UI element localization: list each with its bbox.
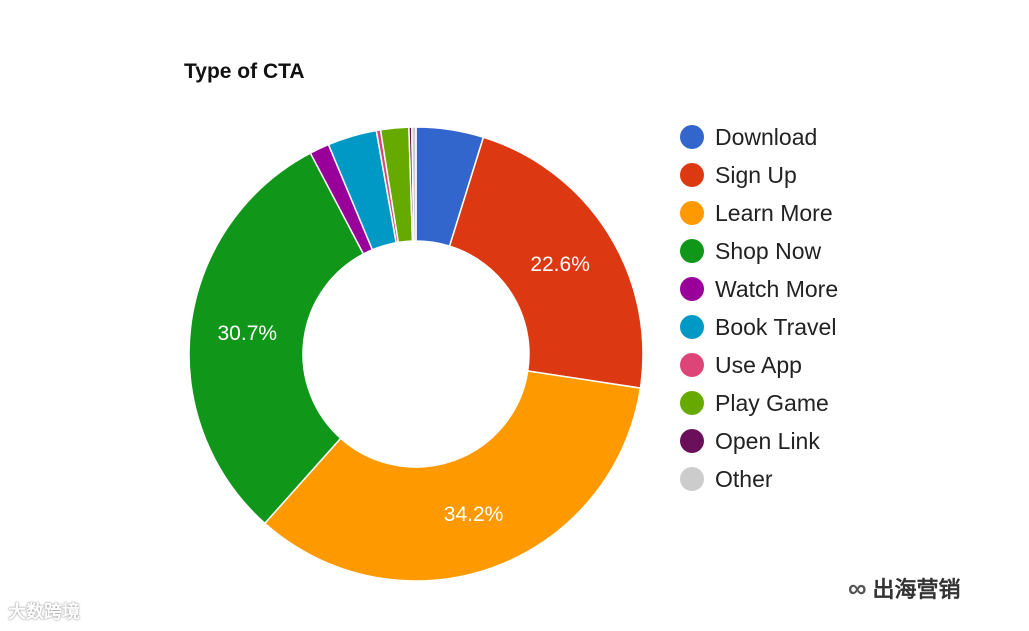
slice-other[interactable] [410,126,417,242]
legend-label: Shop Now [715,237,822,264]
watermark-right: ∞ 出海营销 [848,572,961,604]
legend-item-sign-up[interactable]: Sign Up [680,156,838,194]
legend-swatch [680,467,704,491]
chart-title: Type of CTA [184,60,305,83]
legend-label: Download [715,123,818,150]
legend-label: Watch More [715,275,839,302]
legend-swatch [680,201,704,225]
wechat-icon: ∞ [848,572,867,603]
slice-sign-up[interactable] [448,136,644,389]
legend-swatch [680,353,704,377]
legend-swatch [680,163,704,187]
legend-label: Use App [715,351,802,378]
legend-label: Learn More [715,199,833,226]
data-label-learn-more: 34.2% [444,503,504,526]
legend-label: Open Link [715,427,820,454]
legend-swatch [680,315,704,339]
legend-swatch [680,277,704,301]
legend-swatch [680,125,704,149]
legend-item-book-travel[interactable]: Book Travel [680,308,838,346]
legend-label: Play Game [715,389,829,416]
legend-item-open-link[interactable]: Open Link [680,422,838,460]
data-label-shop-now: 30.7% [218,322,278,345]
slice-shop-now[interactable] [188,152,365,525]
data-label-sign-up: 22.6% [530,253,590,276]
legend-swatch [680,429,704,453]
legend-item-other[interactable]: Other [680,460,838,498]
legend-item-play-game[interactable]: Play Game [680,384,838,422]
legend-swatch [680,391,704,415]
legend-label: Book Travel [715,313,837,340]
legend-item-watch-more[interactable]: Watch More [680,270,838,308]
legend-item-learn-more[interactable]: Learn More [680,194,838,232]
slice-learn-more[interactable] [263,370,642,582]
legend-item-use-app[interactable]: Use App [680,346,838,384]
legend-item-download[interactable]: Download [680,118,838,156]
watermark-left: 大数跨境 [8,602,80,622]
chart-legend: Download Sign Up Learn More Shop Now Watch M… [680,118,838,498]
watermark-right-text: 出海营销 [872,577,961,602]
legend-item-shop-now[interactable]: Shop Now [680,232,838,270]
legend-label: Other [715,465,773,492]
legend-swatch [680,239,704,263]
legend-label: Sign Up [715,161,797,188]
